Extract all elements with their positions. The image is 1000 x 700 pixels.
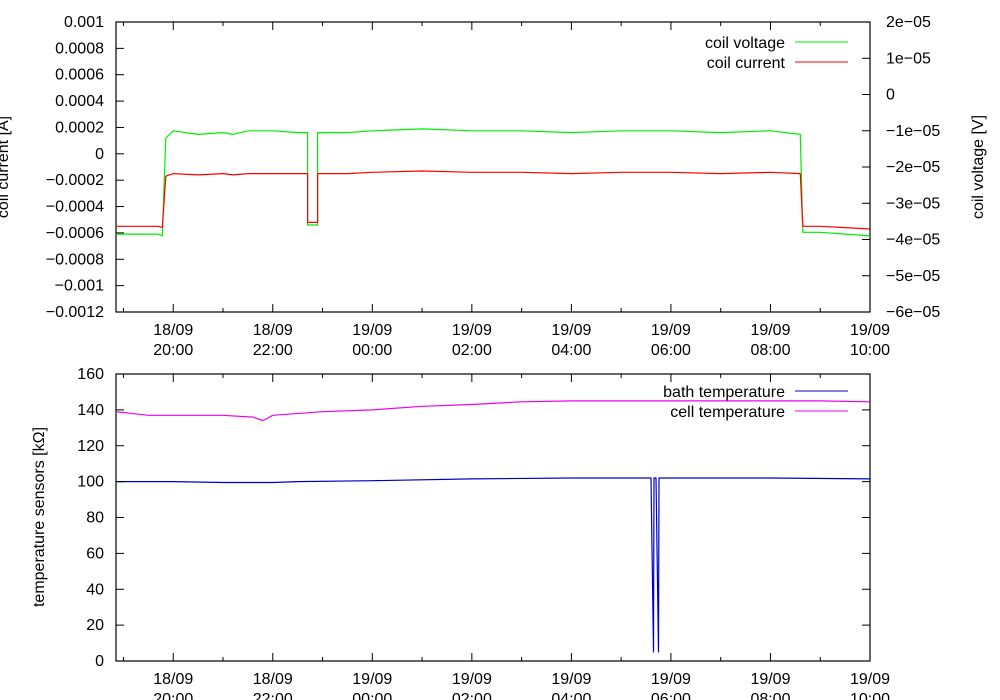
x-tick-time: 10:00 [850,342,890,359]
x-tick-time: 02:00 [452,342,492,359]
x-tick-time: 00:00 [352,342,392,359]
temperature-legend: bath temperature cell temperature [663,384,848,421]
y-tick-label: 100 [77,474,104,491]
y-tick-label: −0.0002 [46,172,104,189]
y-tick-label: 20 [86,617,104,634]
coil-panel: 18/09 20:00 18/09 22:00 19/09 00:00 19/09 02:00… [0,14,987,359]
y-tick-label: −0.0004 [46,199,104,216]
x-tick-date: 19/09 [352,322,392,339]
y-tick-label: 0.0002 [55,119,104,136]
coil-axis-ticks: 18/09 20:00 18/09 22:00 19/09 00:00 19/09 02:00… [46,14,941,359]
x-tick-time: 04:00 [551,691,591,700]
x-tick-date: 19/09 [651,322,691,339]
legend-label-cell-temperature: cell temperature [670,404,785,421]
x-tick-date: 18/09 [253,671,293,688]
x-tick-date: 19/09 [452,322,492,339]
x-tick-time: 20:00 [153,342,193,359]
x-tick-time: 06:00 [651,691,691,700]
x-tick-date: 19/09 [850,671,890,688]
x-tick-date: 18/09 [253,322,293,339]
coil-series-group [116,128,871,237]
coil-y-axis-label: coil current [A] [0,116,12,218]
x-tick-date: 19/09 [551,671,591,688]
x-tick-time: 04:00 [551,342,591,359]
y2-tick-label: 0 [886,87,895,104]
temperature-y-axis-label: temperature sensors [kΩ] [31,427,48,607]
temperature-series-group [115,400,871,653]
y-tick-label: −0.0012 [46,304,104,321]
y-tick-label: 80 [86,510,104,527]
y-tick-label: −0.001 [55,278,104,295]
y2-tick-label: 1e−05 [886,50,931,67]
x-tick-date: 19/09 [651,671,691,688]
x-tick-date: 19/09 [452,671,492,688]
x-tick-date: 18/09 [153,322,193,339]
y-tick-label: 0.0004 [55,93,104,110]
y-tick-label: 0.0006 [55,67,104,84]
y2-tick-label: 2e−05 [886,14,931,31]
series-line-coil-current [116,170,871,230]
y2-tick-label: −3e−05 [886,195,940,212]
x-tick-time: 20:00 [153,691,193,700]
series-line-cell-temperature [115,400,871,422]
y-tick-label: −0.0008 [46,251,104,268]
legend-label-coil-voltage: coil voltage [705,35,785,52]
y-tick-label: 0 [95,653,104,670]
x-tick-time: 22:00 [253,691,293,700]
y2-tick-label: −6e−05 [886,304,940,321]
temperature-panel: 18/09 20:00 18/09 22:00 19/09 00:00 19/09 02:00… [31,366,890,700]
series-line-coil-voltage [116,128,871,237]
y-tick-label: 0 [95,146,104,163]
coil-legend: coil voltage coil current [705,35,848,72]
y2-tick-label: −4e−05 [886,232,940,249]
legend-label-coil-current: coil current [707,55,786,72]
x-tick-time: 02:00 [452,691,492,700]
x-tick-time: 22:00 [253,342,293,359]
x-tick-time: 00:00 [352,691,392,700]
y-tick-label: 40 [86,581,104,598]
series-line-bath-temperature [116,477,871,653]
y2-tick-label: −5e−05 [886,268,940,285]
y-tick-label: 140 [77,402,104,419]
x-tick-date: 19/09 [850,322,890,339]
x-tick-date: 19/09 [750,671,790,688]
y-tick-label: 60 [86,545,104,562]
x-tick-date: 18/09 [153,671,193,688]
x-tick-time: 08:00 [750,342,790,359]
x-tick-date: 19/09 [551,322,591,339]
x-tick-date: 19/09 [750,322,790,339]
legend-label-bath-temperature: bath temperature [663,384,785,401]
y-tick-label: 120 [77,438,104,455]
y2-tick-label: −1e−05 [886,123,940,140]
x-tick-date: 19/09 [352,671,392,688]
x-tick-time: 06:00 [651,342,691,359]
y-tick-label: 160 [77,366,104,383]
coil-y2-axis-label: coil voltage [V] [970,115,987,219]
temperature-axis-ticks: 18/09 20:00 18/09 22:00 19/09 00:00 19/09 02:00… [77,366,890,700]
x-tick-time: 08:00 [750,691,790,700]
y-tick-label: 0.001 [64,14,104,31]
y-tick-label: −0.0006 [46,225,104,242]
y2-tick-label: −2e−05 [886,159,940,176]
x-tick-time: 10:00 [850,691,890,700]
y-tick-label: 0.0008 [55,40,104,57]
